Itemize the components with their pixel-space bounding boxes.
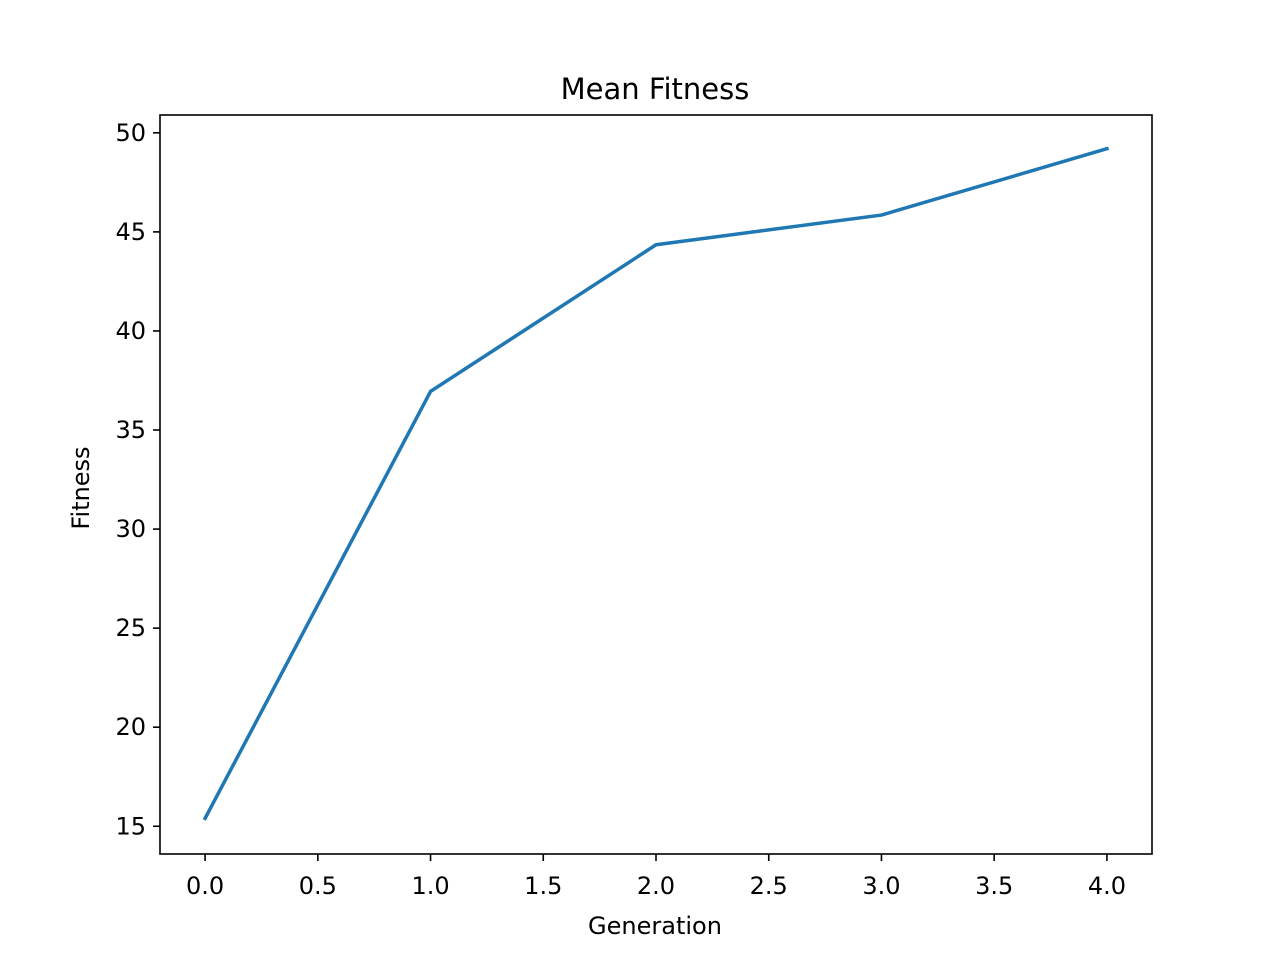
y-tick-label: 25 <box>115 614 146 642</box>
y-tick-label: 30 <box>115 515 146 543</box>
x-tick-label: 1.0 <box>411 872 449 900</box>
x-tick-label: 3.0 <box>862 872 900 900</box>
x-tick-label: 0.0 <box>186 872 224 900</box>
x-axis-title: Generation <box>588 912 722 940</box>
x-tick-label: 2.0 <box>637 872 675 900</box>
x-tick-label: 0.5 <box>299 872 337 900</box>
y-tick-label: 40 <box>115 317 146 345</box>
y-tick-label: 35 <box>115 416 146 444</box>
y-tick-label: 50 <box>115 119 146 147</box>
y-axis-title: Fitness <box>67 446 95 529</box>
x-tick-label: 4.0 <box>1088 872 1126 900</box>
y-tick-label: 15 <box>115 812 146 840</box>
y-tick-label: 45 <box>115 218 146 246</box>
y-tick-label: 20 <box>115 713 146 741</box>
x-tick-label: 1.5 <box>524 872 562 900</box>
x-tick-label: 3.5 <box>975 872 1013 900</box>
x-tick-label: 2.5 <box>750 872 788 900</box>
chart-title: Mean Fitness <box>561 72 750 106</box>
